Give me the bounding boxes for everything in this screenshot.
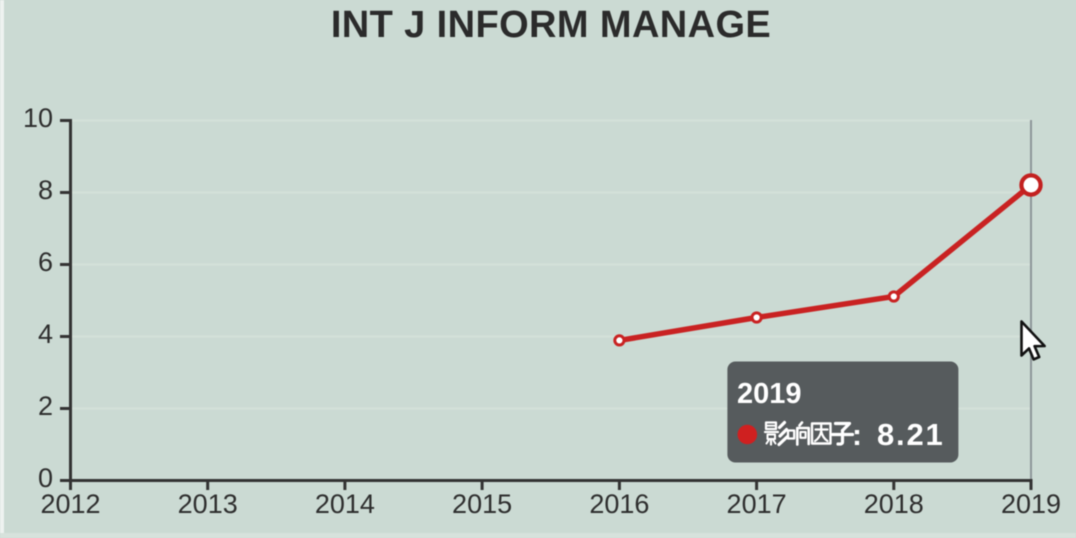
svg-text:2019: 2019 xyxy=(1001,489,1061,519)
svg-text:2017: 2017 xyxy=(727,489,787,519)
svg-text:6: 6 xyxy=(38,247,53,277)
svg-text:2018: 2018 xyxy=(864,489,924,519)
svg-text:INT J INFORM MANAGE: INT J INFORM MANAGE xyxy=(331,4,771,46)
svg-text:10: 10 xyxy=(23,103,53,133)
svg-text:0: 0 xyxy=(38,463,53,493)
svg-text:2016: 2016 xyxy=(589,489,649,519)
svg-text:2012: 2012 xyxy=(40,489,100,519)
svg-text:2019: 2019 xyxy=(737,378,802,410)
svg-text:8.21: 8.21 xyxy=(877,417,945,452)
svg-text:2015: 2015 xyxy=(452,489,512,519)
svg-text:2014: 2014 xyxy=(315,489,375,519)
svg-text::: : xyxy=(852,419,862,452)
svg-text:4: 4 xyxy=(38,319,53,349)
svg-text:2: 2 xyxy=(38,391,53,421)
svg-text:8: 8 xyxy=(38,175,53,205)
svg-text:2013: 2013 xyxy=(178,489,238,519)
